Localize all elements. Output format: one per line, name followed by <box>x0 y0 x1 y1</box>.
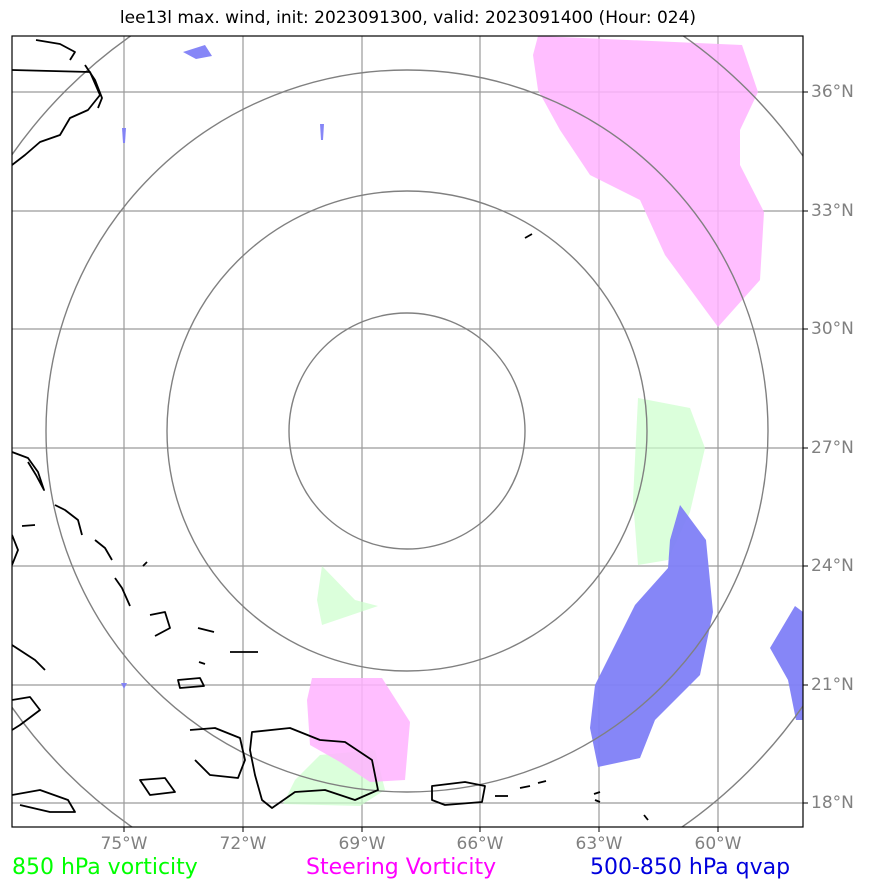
coast-antilles-3 <box>593 791 601 795</box>
lon-label-63w: 63°W <box>575 834 623 854</box>
coast-small-2 <box>198 661 206 665</box>
legend-850-vorticity: 850 hPa vorticity <box>12 855 198 880</box>
coast-fl <box>12 451 45 491</box>
coast-turks <box>177 677 205 689</box>
lat-label-21n: 21°N <box>811 675 854 695</box>
range-ring-1 <box>288 312 526 550</box>
coast-antilles-2 <box>537 780 547 784</box>
lat-label-24n: 24°N <box>811 556 854 576</box>
lat-label-27n: 27°N <box>811 438 854 458</box>
coast-bahamas-6 <box>149 611 171 637</box>
coast-cape <box>84 64 103 109</box>
map-frame <box>11 35 804 828</box>
lon-label-66w: 66°W <box>456 834 504 854</box>
lon-label-60w: 60°W <box>694 834 742 854</box>
lat-label-33n: 33°N <box>811 201 854 221</box>
vorticity-region-central <box>317 566 378 625</box>
qvap-region-far-east <box>770 606 803 720</box>
coast-bahamas-3 <box>114 577 131 607</box>
coast-antilles-1 <box>519 785 531 789</box>
coast-antilles-5 <box>643 814 649 821</box>
qvap-dot-3 <box>121 683 127 689</box>
qvap-fill <box>121 45 803 767</box>
qvap-region-east <box>590 505 713 767</box>
coast-small-1 <box>142 561 148 567</box>
coast-long-island <box>35 39 76 61</box>
lat-label-30n: 30°N <box>811 319 854 339</box>
lat-label-36n: 36°N <box>811 82 854 102</box>
coast-hispaniola-west <box>189 727 246 779</box>
coast-jamaica <box>139 777 176 796</box>
legend-steering-vorticity: Steering Vorticity <box>306 855 497 880</box>
coast-hispaniola <box>249 727 379 809</box>
coast-bahamas-9 <box>12 644 46 671</box>
vorticity-region-east <box>633 398 705 565</box>
qvap-dot-2 <box>320 124 324 140</box>
coast-bahamas-7 <box>197 627 215 633</box>
coast-bermuda <box>524 233 533 239</box>
coast-bahamas-2 <box>94 539 113 561</box>
coast-cuba-south <box>12 789 76 813</box>
coast-bahamas-4 <box>12 534 19 566</box>
axis-ticks <box>123 91 808 832</box>
range-ring-3 <box>45 69 769 793</box>
steering-region-south <box>307 678 410 782</box>
range-ring-2 <box>166 190 648 672</box>
chart-title: lee13l max. wind, init: 2023091300, vali… <box>119 8 697 28</box>
lon-label-72w: 72°W <box>219 834 267 854</box>
coast-bahamas-5 <box>21 524 36 527</box>
steering-vorticity-fill <box>307 36 764 782</box>
coast-us-northeast <box>12 69 101 166</box>
coast-bahamas-1 <box>54 504 83 536</box>
steering-region-north <box>533 36 764 327</box>
qvap-dot-1 <box>122 128 126 143</box>
lon-label-75w: 75°W <box>100 834 148 854</box>
coast-puerto-rico <box>431 781 486 806</box>
coast-cuba <box>12 696 41 731</box>
qvap-region-north <box>183 45 212 59</box>
coastline <box>12 39 649 821</box>
coast-antilles-4 <box>594 799 601 803</box>
lon-label-69w: 69°W <box>338 834 386 854</box>
lat-label-18n: 18°N <box>811 793 854 813</box>
legend-qvap: 500-850 hPa qvap <box>590 855 791 880</box>
